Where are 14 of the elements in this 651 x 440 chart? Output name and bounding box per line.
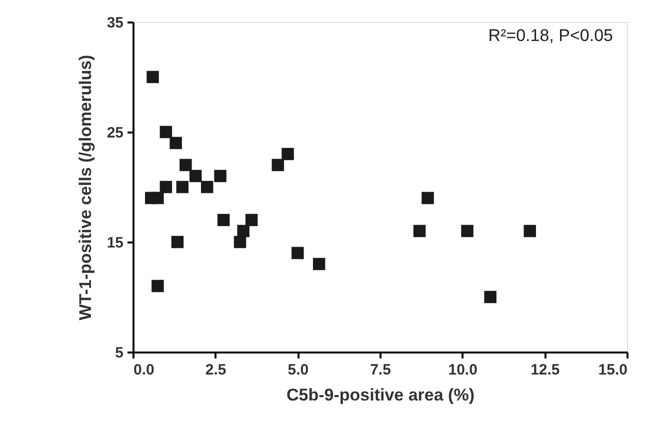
annotation: R²=0.18, P<0.05 xyxy=(488,26,613,45)
y-tick-label: 25 xyxy=(106,124,124,142)
y-tick-label: 15 xyxy=(106,234,124,252)
x-tick-label: 2.5 xyxy=(205,362,226,378)
x-tick-label: 7.5 xyxy=(370,362,391,378)
x-tick-label: 10.0 xyxy=(448,362,478,378)
x-tick-label: 0.0 xyxy=(134,362,154,378)
x-tick-label: 12.5 xyxy=(530,362,560,378)
y-tick-label: 5 xyxy=(115,344,124,362)
x-tick-label: 5.0 xyxy=(288,362,309,378)
x-tick-label: 15.0 xyxy=(598,362,628,378)
y-tick-label: 35 xyxy=(106,14,124,32)
x-axis-title: C5b-9-positive area (%) xyxy=(286,386,474,404)
y-axis-title: WT-1-positive cells (/glomerulus) xyxy=(76,54,95,320)
